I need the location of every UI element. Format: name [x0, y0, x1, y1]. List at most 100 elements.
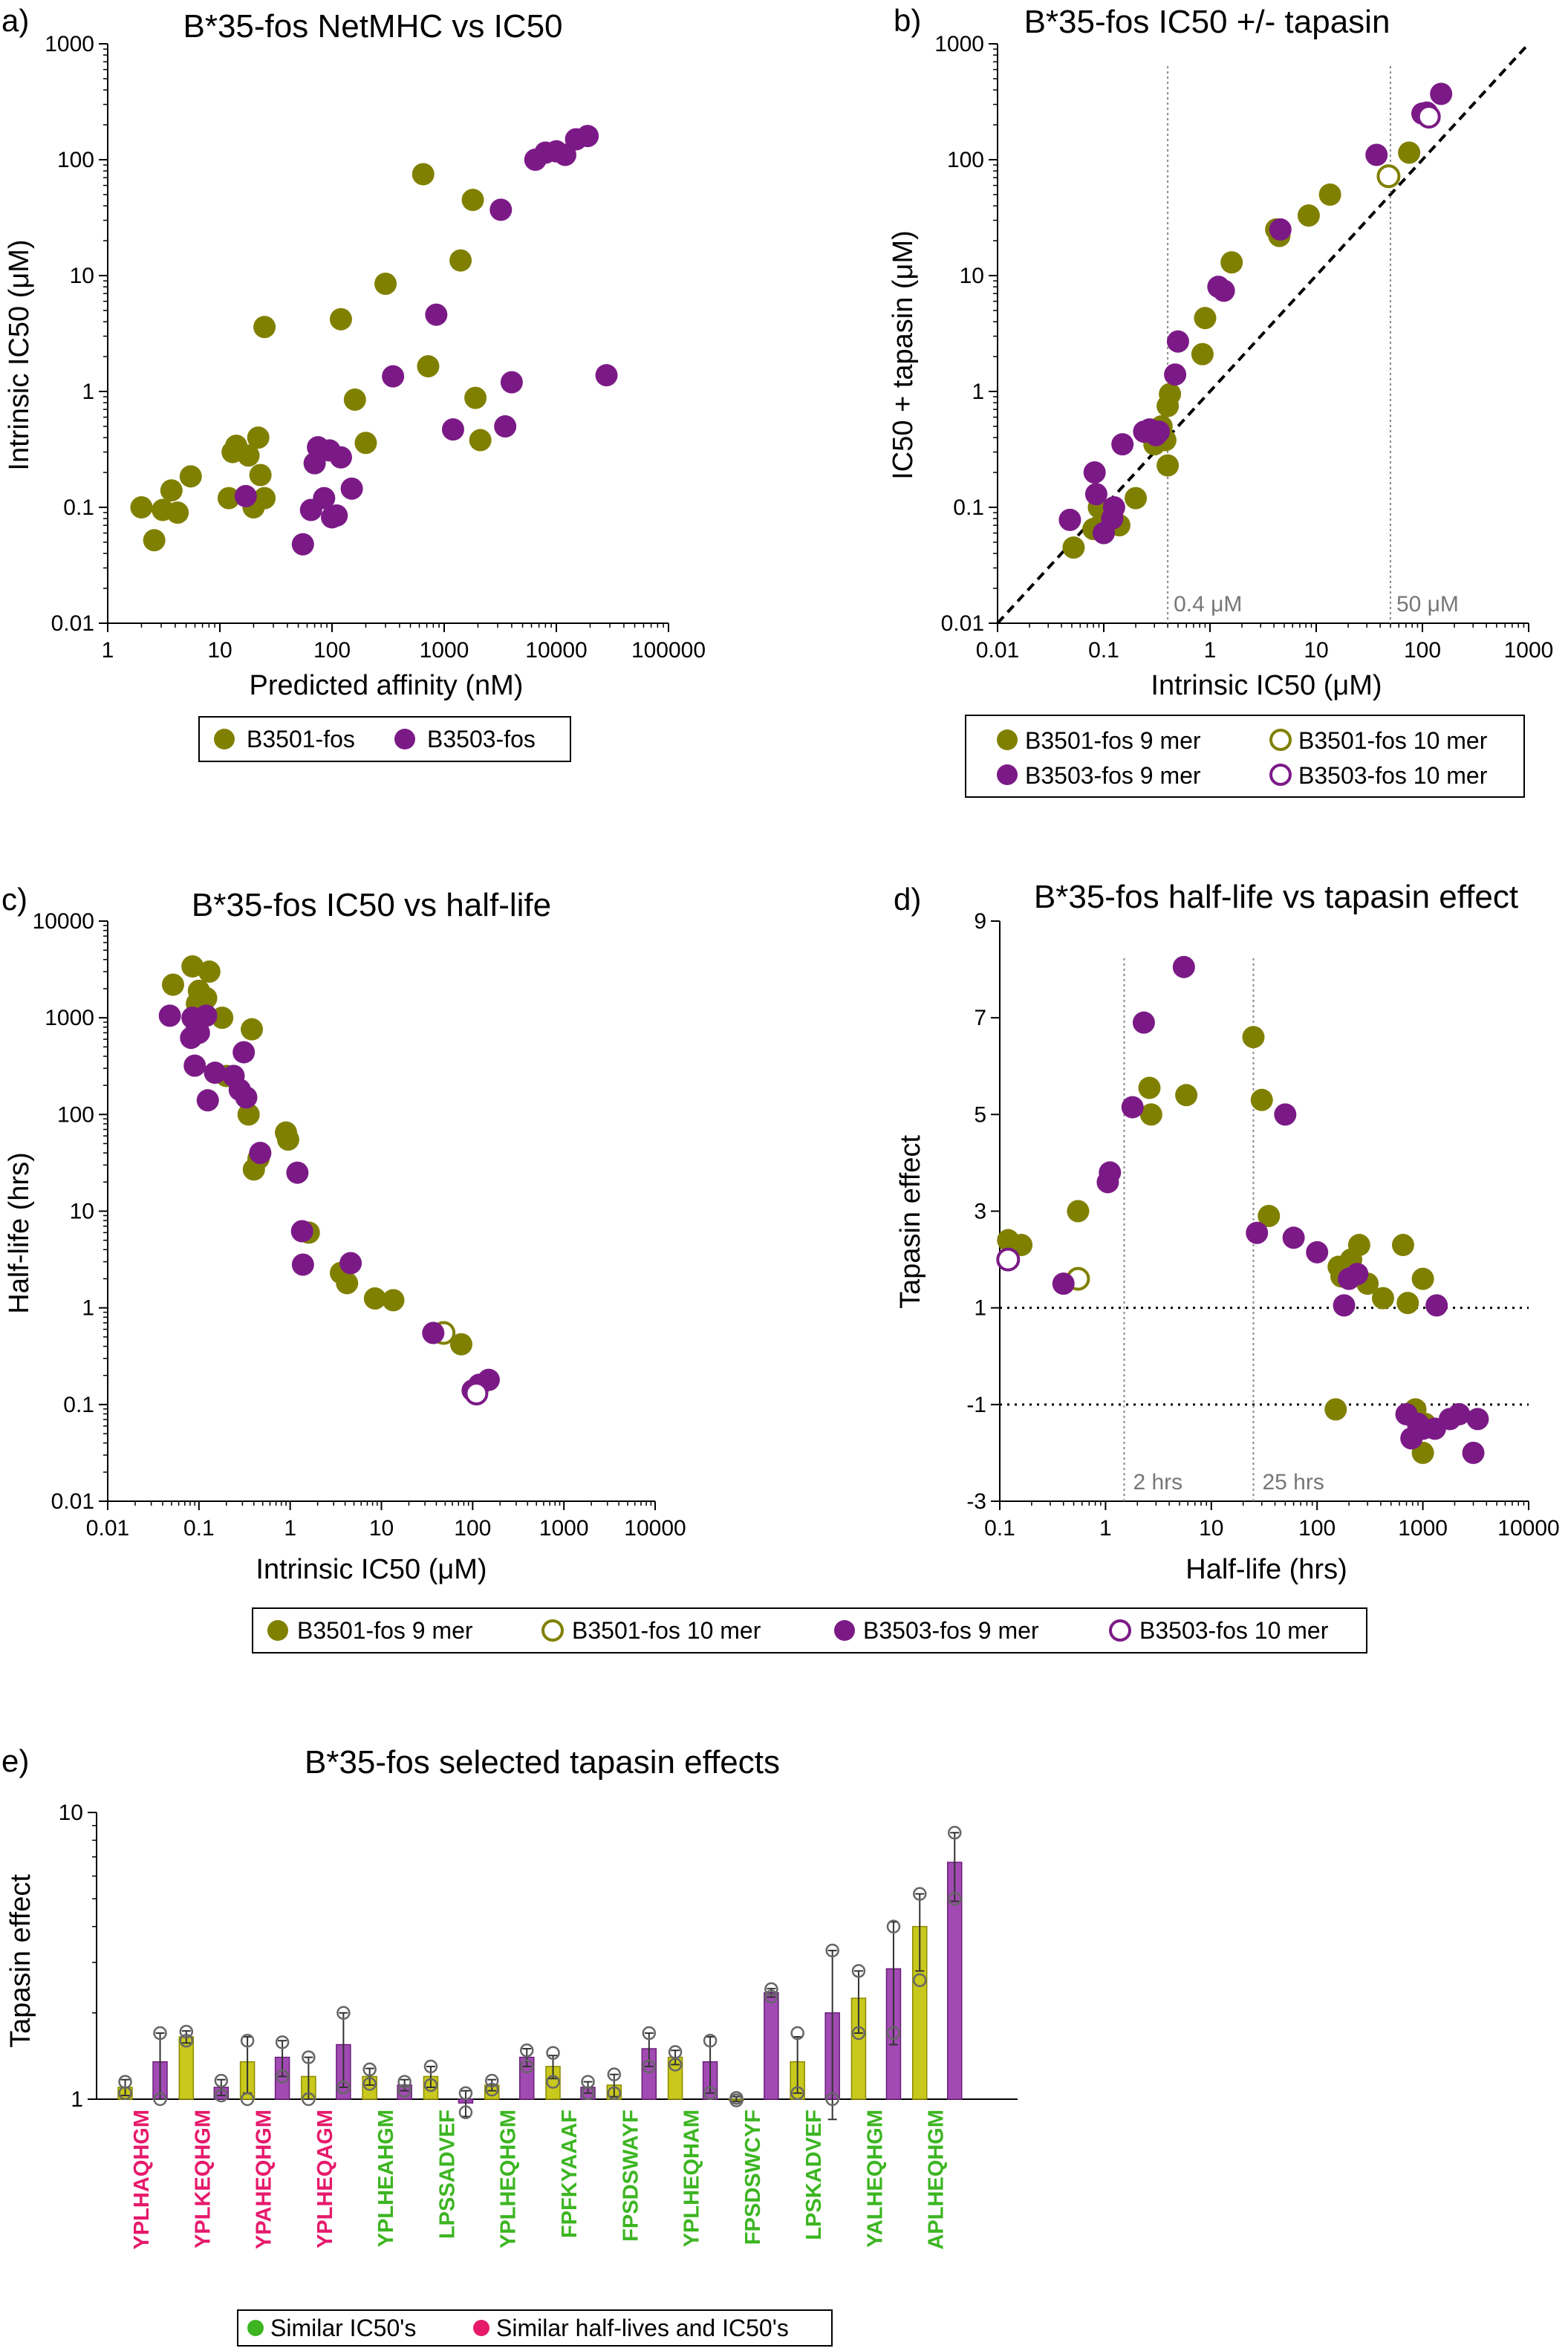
replicate-point — [240, 2092, 255, 2107]
panel-a-ylabel: Intrinsic IC50 (μM) — [4, 239, 35, 470]
panel-a-xlabel: Predicted affinity (nM) — [250, 670, 524, 701]
replicate-point — [423, 2078, 438, 2093]
panel-d: d) B*35-fos half-life vs tapasin effect … — [894, 879, 1560, 1585]
replicate-point — [302, 2092, 316, 2107]
b3503-fos-point — [500, 371, 523, 394]
b3501-fos-9-mer-point — [1297, 204, 1320, 227]
b3501-fos-9-mer-point — [1067, 1200, 1090, 1223]
replicate-point — [607, 2067, 622, 2081]
b3501-fos-9-mer-point — [276, 1128, 299, 1151]
x-tick-label: 100 — [313, 638, 351, 663]
b3503-fos-point — [340, 477, 363, 500]
replicate-point — [825, 1943, 839, 1958]
x-tick-label: 10000 — [624, 1516, 686, 1541]
x-tick-label: 1 — [102, 638, 114, 663]
legend-b3501-10mer: B3501-fos 10 mer — [1298, 727, 1488, 754]
b3503-fos-9-mer-point — [1166, 330, 1189, 353]
legend-marker-b3503-9mer — [997, 764, 1018, 785]
b3503-fos-9-mer-point — [249, 1142, 272, 1165]
b3503-fos-9-mer-point — [158, 1004, 181, 1027]
b3503-fos-9-mer-point — [1121, 1096, 1144, 1119]
b3501-fos-point — [449, 249, 472, 272]
b3503-fos-9-mer-point — [1462, 1441, 1485, 1464]
b3503-fos-9-mer-point — [290, 1220, 313, 1243]
b3501-fos-point — [253, 316, 276, 339]
peptide-label: YALHEQHGM — [863, 2110, 887, 2248]
b3501-fos-9-mer-point — [1139, 1103, 1162, 1126]
panel-d-xlabel: Half-life (hrs) — [1185, 1554, 1347, 1585]
b3501-fos-point — [143, 529, 166, 552]
b3503-fos-point — [425, 303, 448, 326]
legend-b3503-10mer: B3503-fos 10 mer — [1139, 1617, 1329, 1644]
b3501-fos-9-mer-point — [1062, 536, 1085, 559]
replicate-point — [642, 2059, 657, 2074]
y-tick-label: 0.01 — [51, 611, 94, 636]
b3503-fos-9-mer-point — [339, 1252, 362, 1275]
b3503-fos-9-mer-point — [204, 1061, 227, 1085]
replicate-point — [484, 2073, 499, 2088]
b3503-fos-9-mer-point — [1083, 461, 1106, 484]
b3503-fos-9-mer-point — [187, 1021, 210, 1044]
b3501-fos-9-mer-point — [237, 1103, 260, 1126]
y-tick-label: -1 — [966, 1393, 986, 1417]
b3501-fos-9-mer-point — [1159, 383, 1182, 406]
b3503-fos-9-mer-point — [1282, 1226, 1305, 1249]
replicate-point — [581, 2075, 595, 2089]
replicate-point — [764, 1989, 778, 2004]
x-tick-label: 100 — [1298, 1516, 1336, 1541]
y-tick-label: 100 — [947, 148, 984, 172]
replicate-point — [851, 1964, 866, 1978]
b3501-fos-point — [354, 432, 377, 455]
replicate-point — [458, 2086, 473, 2101]
replicate-point — [240, 2033, 255, 2048]
y-tick-label: 10 — [960, 264, 984, 288]
y-tick-label: 1 — [974, 1296, 986, 1321]
replicate-point — [886, 2026, 901, 2041]
b3501-fos-point — [411, 163, 435, 186]
x-tick-label: 100 — [454, 1516, 491, 1541]
panel-c-title: B*35-fos IC50 vs half-life — [192, 887, 551, 923]
b3503-fos-9-mer-point — [286, 1161, 309, 1184]
replicate-point — [214, 2073, 229, 2088]
replicate-point — [668, 2045, 683, 2059]
panel-e: e) B*35-fos selected tapasin effects Tap… — [1, 1743, 1018, 2347]
replicate-point — [947, 1825, 962, 1840]
b3501-fos-9-mer-point — [1157, 454, 1180, 477]
b3501-fos-9-mer-point — [336, 1272, 359, 1295]
b3501-fos-point — [469, 429, 492, 452]
legend-b3503: B3503-fos — [427, 726, 536, 752]
replicate-point — [912, 1887, 927, 1901]
panel-c-xlabel: Intrinsic IC50 (μM) — [256, 1554, 487, 1585]
b3501-fos-point — [130, 496, 153, 518]
replicate-point — [790, 2086, 804, 2101]
x-tick-label: 10000 — [525, 638, 587, 663]
b3501-fos-point — [253, 487, 276, 510]
b3503-fos-9-mer-point — [422, 1321, 445, 1344]
b3503-fos-9-mer-point — [1269, 218, 1292, 241]
panel-a-title: B*35-fos NetMHC vs IC50 — [183, 8, 562, 45]
replicate-point — [153, 2092, 167, 2107]
b3503-fos-point — [234, 484, 257, 507]
b3501-fos-point — [217, 487, 240, 510]
replicate-point — [546, 2075, 560, 2089]
panel-e-axes: 1 10 — [59, 1801, 1018, 2112]
b3501-fos-point — [464, 386, 487, 409]
b3503-fos-9-mer-point — [1111, 433, 1134, 456]
replicate-point — [947, 1891, 962, 1906]
replicate-point — [912, 1973, 927, 1988]
y-tick-label: 1000 — [45, 32, 94, 56]
b3503-fos-9-mer-point — [183, 1054, 206, 1077]
replicate-point — [642, 2026, 657, 2041]
x-tick-label: 100 — [1404, 638, 1441, 663]
peptide-label: FPSDSWCYF — [741, 2110, 765, 2245]
bar-b3503-fos — [764, 1992, 779, 2100]
b3503-fos-9-mer-point — [1425, 1294, 1448, 1317]
b3501-fos-9-mer-point — [1391, 1234, 1414, 1257]
b3501-fos-9-mer-point — [241, 1018, 264, 1041]
b3503-fos-9-mer-point — [1148, 420, 1171, 443]
y-tick-label: 5 — [974, 1102, 986, 1127]
panel-a-legend: B3501-fos B3503-fos — [198, 716, 571, 762]
panel-b-label: b) — [894, 3, 921, 38]
replicate-point — [302, 2050, 316, 2064]
x-tick-label: 1000 — [1398, 1516, 1448, 1541]
